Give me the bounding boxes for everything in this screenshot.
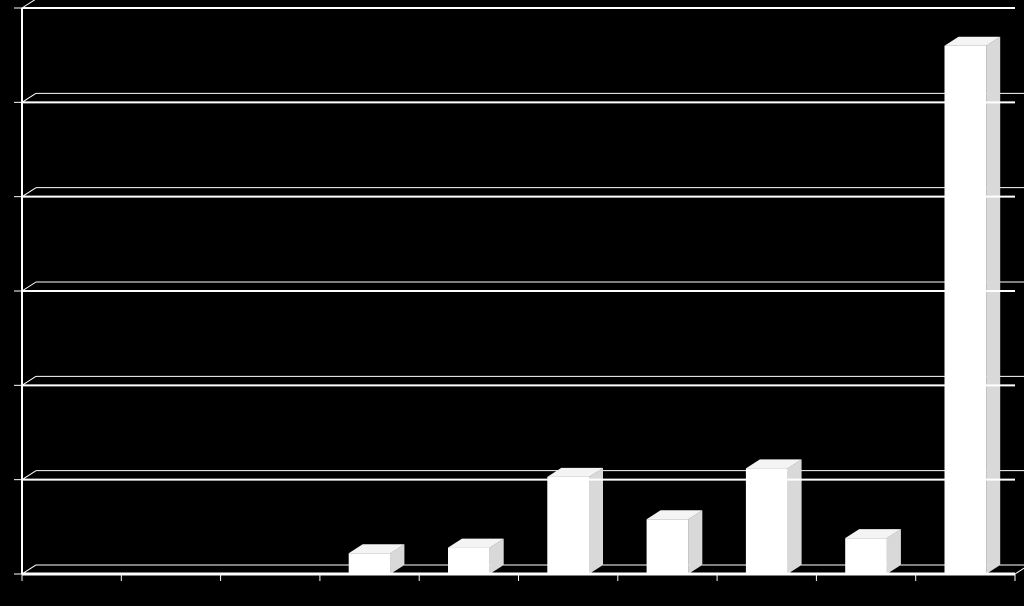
bar-front <box>448 548 490 574</box>
bar-front <box>944 46 986 574</box>
chart-background <box>0 0 1024 606</box>
bar-chart <box>0 0 1024 606</box>
bar-side <box>788 459 802 574</box>
bar-front <box>647 519 689 574</box>
bar-front <box>746 468 788 574</box>
bar-front <box>349 553 391 574</box>
bar-side <box>986 37 1000 574</box>
chart-svg <box>0 0 1024 606</box>
bar-side <box>688 510 702 574</box>
bar-front <box>845 538 887 574</box>
bar-front <box>547 477 589 574</box>
bar-side <box>589 468 603 574</box>
